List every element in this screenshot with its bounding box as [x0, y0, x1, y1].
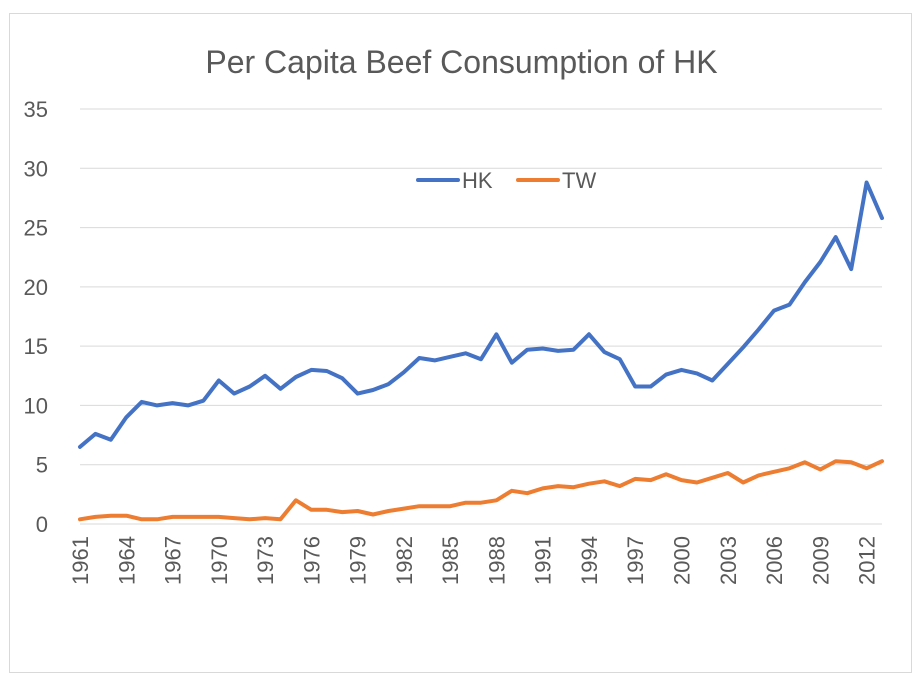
- chart-frame: Per Capita Beef Consumption of HK 0 5 10 15…: [9, 13, 912, 673]
- x-tick-label: 2012: [855, 536, 880, 585]
- x-tick-label: 1988: [484, 536, 509, 585]
- y-tick-label: 0: [36, 512, 48, 537]
- x-tick-label: 2000: [670, 536, 695, 585]
- x-tick-label: 1964: [114, 536, 139, 585]
- x-tick-label: 1976: [299, 536, 324, 585]
- x-tick-label: 1994: [577, 536, 602, 585]
- x-tick-label: 2006: [762, 536, 787, 585]
- x-tick-label: 1970: [207, 536, 232, 585]
- x-tick-label: 1991: [531, 536, 556, 585]
- x-tick-label: 1973: [253, 536, 278, 585]
- x-tick-label: 1982: [392, 536, 417, 585]
- y-tick-label: 25: [24, 216, 48, 241]
- legend-label-tw: TW: [562, 168, 596, 193]
- series-line-tw: [78, 459, 884, 522]
- x-tick-label: 1961: [68, 536, 93, 585]
- y-axis: 0 5 10 15 20 25 30 35: [24, 97, 48, 537]
- x-tick-label: 1985: [438, 536, 463, 585]
- y-tick-label: 35: [24, 97, 48, 122]
- legend: HK TW: [416, 168, 596, 193]
- y-tick-label: 10: [24, 393, 48, 418]
- x-tick-label: 1967: [161, 536, 186, 585]
- y-tick-label: 20: [24, 275, 48, 300]
- x-tick-label: 1997: [623, 536, 648, 585]
- series-line-hk: [78, 180, 884, 449]
- x-tick-label: 2003: [716, 536, 741, 585]
- y-tick-label: 15: [24, 334, 48, 359]
- series-lines: [78, 180, 884, 522]
- y-tick-label: 5: [36, 453, 48, 478]
- legend-label-hk: HK: [462, 168, 493, 193]
- chart-title: Per Capita Beef Consumption of HK: [205, 44, 718, 80]
- gridlines: [80, 108, 882, 466]
- x-tick-label: 1979: [346, 536, 371, 585]
- x-axis: 1961 1964 1967 1970 1973 1976 1979 1982 1985 1988…: [68, 523, 882, 585]
- x-tick-label: 2009: [808, 536, 833, 585]
- y-tick-label: 30: [24, 156, 48, 181]
